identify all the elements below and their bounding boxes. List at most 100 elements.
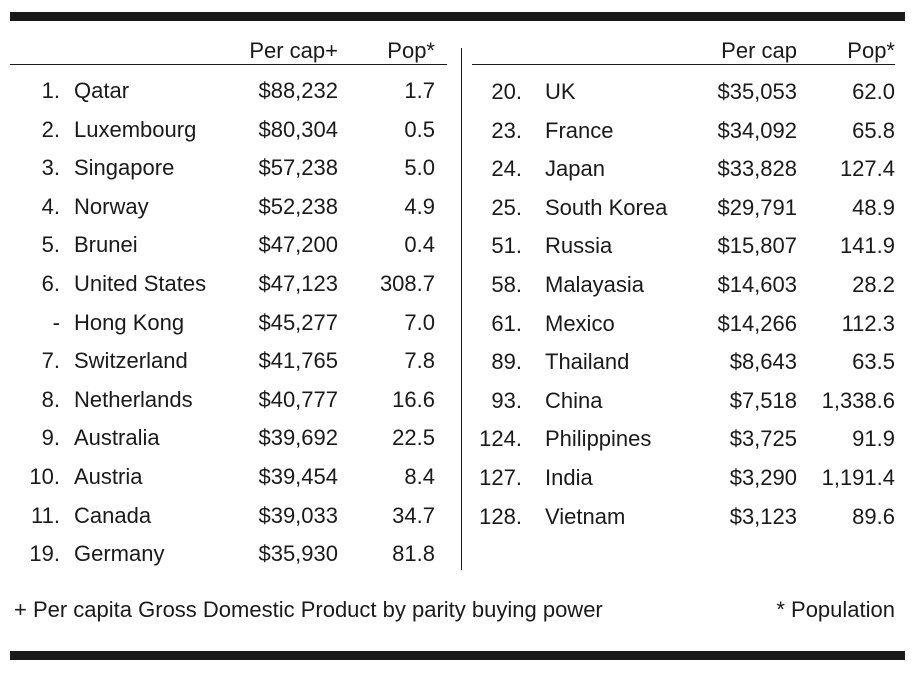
table-row: 7. Switzerland $41,765 7.8 [0,346,915,376]
table-row: 8. Netherlands $40,777 16.6 [0,385,915,415]
pop-cell: 89.6 [852,503,895,529]
per-cap-cell: $33,828 [717,156,797,182]
table-row: 1. Qatar $88,232 1.7 [0,76,915,106]
rank-cell: 10. [29,464,60,489]
rank-cell: 23. [491,117,522,143]
rank-cell: 128. [479,503,522,529]
per-cap-cell: $39,033 [258,502,338,528]
table-row: 24. Japan $33,828 127.4 [0,154,915,184]
table-row: 4. Norway $52,238 4.9 [0,192,915,222]
per-cap-cell: $39,692 [258,425,338,451]
rank-cell: 5. [41,232,60,258]
country-cell: Singapore [74,155,175,181]
country-cell: Brunei [74,232,138,258]
country-cell: Qatar [74,78,130,103]
rank-cell: 2. [41,116,60,142]
rank-cell: 1. [41,78,60,103]
pop-cell: 4.9 [404,193,435,219]
rank-cell: 8. [41,386,60,412]
per-cap-cell: $14,266 [717,310,797,336]
per-cap-cell: $41,765 [258,348,338,374]
rank-cell: 25. [491,194,522,220]
table-row: - Hong Kong $45,277 7.0 [0,308,915,338]
country-cell: South Korea [545,194,668,220]
per-cap-cell: $3,290 [729,465,797,490]
table-row: 10. Austria $39,454 8.4 [0,462,915,492]
pop-cell: 0.4 [404,232,435,258]
per-cap-cell: $14,603 [717,272,797,297]
pop-cell: 91.9 [852,426,895,452]
top-rule [10,12,905,21]
per-cap-cell: $47,123 [258,271,338,296]
country-cell: Germany [74,541,165,567]
table-row: 20. UK $35,053 62.0 [0,77,915,107]
country-cell: United States [74,271,207,296]
country-cell: Canada [74,502,152,528]
table-row: 128. Vietnam $3,123 89.6 [0,502,915,532]
table-row: 51. Russia $15,807 141.9 [0,231,915,261]
rank-cell: 19. [29,541,60,567]
table-row: 61. Mexico $14,266 112.3 [0,309,915,339]
left-header-underline [10,64,447,65]
pop-cell: 65.8 [852,117,895,143]
column-divider [461,48,462,570]
table-row: 19. Germany $35,930 81.8 [0,539,915,569]
rank-cell: 93. [491,387,522,413]
pop-cell: 16.6 [392,386,435,412]
per-cap-cell: $15,807 [717,233,797,259]
country-cell: India [545,465,593,490]
bottom-rule [10,651,905,660]
country-cell: Japan [545,156,605,182]
country-cell: Switzerland [74,348,188,374]
country-cell: France [545,117,614,143]
pop-cell: 7.8 [404,348,435,374]
country-cell: Netherlands [74,386,193,412]
country-cell: Thailand [545,349,630,375]
rank-cell: 58. [491,272,522,297]
per-cap-footnote: + Per capita Gross Domestic Product by p… [14,597,603,622]
per-cap-cell: $7,518 [729,387,797,413]
country-cell: China [545,387,603,413]
table-row: 6. United States $47,123 308.7 [0,269,915,299]
rank-cell: 20. [491,79,522,104]
per-cap-cell: $45,277 [258,309,338,335]
pop-cell: 141.9 [839,233,895,259]
country-cell: Malayasia [545,272,645,297]
pop-cell: 7.0 [404,309,435,335]
per-cap-cell: $88,232 [258,78,338,103]
per-cap-cell: $3,123 [729,503,797,529]
per-cap-cell: $47,200 [258,232,338,258]
country-cell: Luxembourg [74,116,197,142]
pop-cell: 112.3 [841,310,895,336]
per-cap-cell: $57,238 [258,155,338,181]
pop-cell: 1.7 [404,78,435,103]
per-cap-cell: $34,092 [717,117,797,143]
rank-cell: 6. [41,271,60,296]
country-cell: Vietnam [545,503,626,529]
country-cell: Austria [74,464,143,489]
table-row: 89. Thailand $8,643 63.5 [0,347,915,377]
rank-cell: 7. [41,348,60,374]
per-cap-cell: $8,643 [729,349,797,375]
country-cell: Hong Kong [74,309,185,335]
country-cell: Norway [74,193,149,219]
table-row: 5. Brunei $47,200 0.4 [0,230,915,260]
per-cap-cell: $52,238 [258,193,338,219]
pop-cell: 48.9 [852,194,895,220]
country-cell: Australia [74,425,160,451]
per-cap-cell: $29,791 [717,194,797,220]
rank-cell: 11. [31,502,60,528]
population-footnote: * Population [776,597,895,622]
rank-cell: 3. [41,155,60,181]
country-cell: Mexico [545,310,615,336]
rank-cell: 51. [491,233,522,259]
right-header-underline [472,64,895,65]
rank-cell: 124. [479,426,522,452]
rank-cell: 24. [491,156,522,182]
table-row: 93. China $7,518 1,338.6 [0,386,915,416]
pop-cell: 62.0 [852,79,895,104]
per-cap-cell: $40,777 [258,386,338,412]
left-pop-header: Pop* [387,38,435,63]
right-pop-header: Pop* [847,38,895,63]
pop-cell: 0.5 [404,116,435,142]
